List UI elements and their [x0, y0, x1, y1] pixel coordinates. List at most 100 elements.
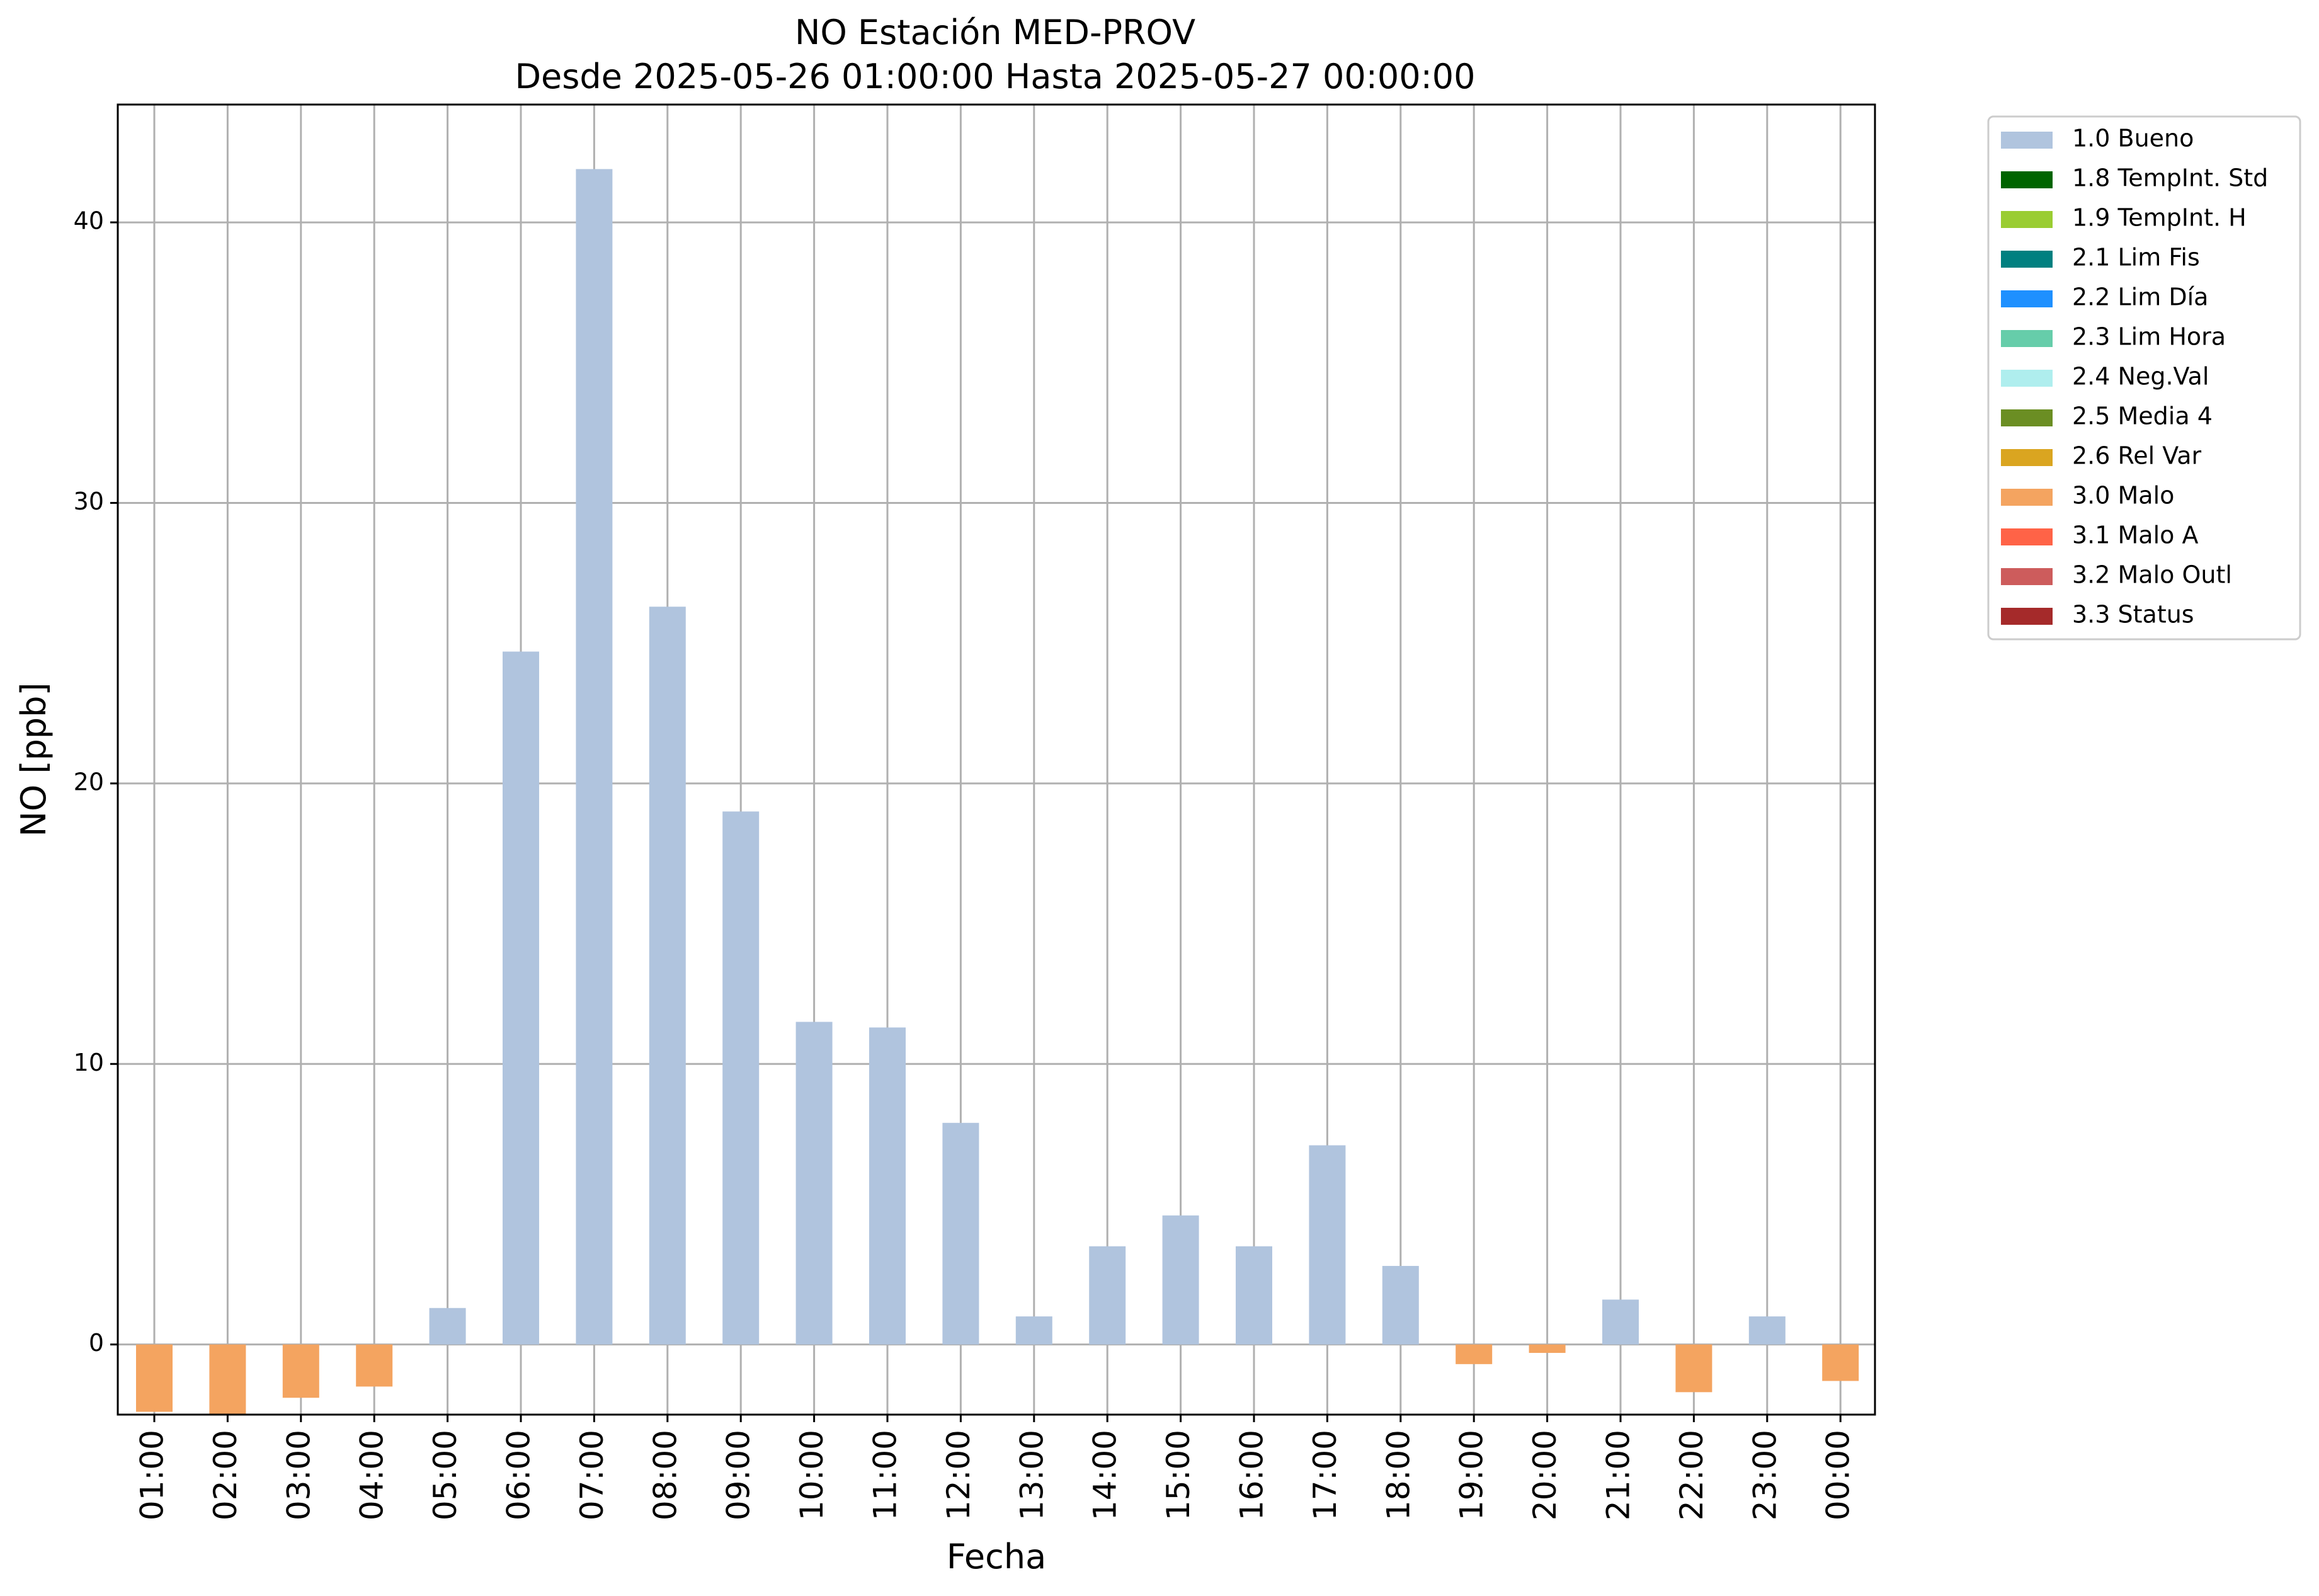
legend-label: 2.6 Rel Var	[2072, 442, 2202, 470]
legend-label: 3.2 Malo Outl	[2072, 561, 2232, 589]
legend-swatch	[2001, 330, 2053, 347]
x-tick-label: 09:00	[721, 1430, 757, 1520]
legend-label: 2.5 Media 4	[2072, 402, 2213, 430]
legend-swatch	[2001, 568, 2053, 585]
x-tick-label: 10:00	[794, 1430, 830, 1520]
x-tick-label: 13:00	[1013, 1430, 1050, 1520]
chart-subtitle: Desde 2025-05-26 01:00:00 Hasta 2025-05-…	[515, 57, 1475, 96]
bar-2000	[1529, 1344, 1566, 1354]
x-tick-label: 14:00	[1087, 1430, 1124, 1520]
bar-0700	[576, 169, 613, 1345]
bar-0000	[1822, 1344, 1859, 1381]
legend-frame	[1987, 115, 2301, 641]
plot-frame	[117, 103, 1876, 1416]
bar-1900	[1456, 1344, 1493, 1364]
legend-swatch	[2001, 132, 2053, 149]
x-tick-label: 23:00	[1746, 1430, 1783, 1520]
x-tick-label: 22:00	[1673, 1430, 1710, 1520]
legend-label: 1.0 Bueno	[2072, 125, 2194, 152]
bar-1200	[942, 1122, 979, 1345]
bar-1800	[1382, 1265, 1419, 1345]
legend-swatch	[2001, 171, 2053, 188]
x-tick-label: 02:00	[207, 1430, 244, 1520]
x-tick-label: 16:00	[1234, 1430, 1270, 1520]
legend-item: 2.5 Media 4	[2001, 402, 2213, 430]
plot-area	[117, 103, 1876, 1416]
legend-item: 3.3 Status	[2001, 601, 2194, 629]
bar-1700	[1309, 1145, 1346, 1345]
y-axis-label: NO [ppb]	[14, 682, 54, 836]
x-tick-label: 00:00	[1820, 1430, 1857, 1520]
bar-0800	[649, 607, 686, 1345]
y-tick-label: 30	[74, 487, 104, 515]
legend-swatch	[2001, 608, 2053, 625]
legend-swatch	[2001, 211, 2053, 228]
legend-item: 2.3 Lim Hora	[2001, 323, 2226, 351]
bar-1400	[1089, 1246, 1126, 1345]
legend-label: 1.8 TempInt. Std	[2072, 164, 2268, 192]
bars	[136, 169, 1859, 1415]
x-tick-label: 21:00	[1600, 1430, 1637, 1520]
x-tick-label: 04:00	[354, 1430, 390, 1520]
legend-swatch	[2001, 409, 2053, 426]
x-tick-label: 19:00	[1454, 1430, 1490, 1520]
x-gridlines	[153, 105, 1842, 1415]
legend-item: 2.4 Neg.Val	[2001, 363, 2209, 390]
bar-0400	[356, 1344, 393, 1387]
y-tick-label: 10	[74, 1049, 104, 1076]
bar-1500	[1162, 1215, 1199, 1345]
y-gridlines	[118, 221, 1875, 1346]
legend-item: 2.1 Lim Fis	[2001, 244, 2200, 271]
bar-0500	[429, 1308, 466, 1345]
x-tick-label: 08:00	[647, 1430, 683, 1520]
x-tick-label: 15:00	[1160, 1430, 1197, 1520]
bar-0100	[136, 1344, 173, 1412]
legend-label: 2.2 Lim Día	[2072, 283, 2208, 311]
bar-0300	[282, 1344, 319, 1398]
x-tick-label: 20:00	[1527, 1430, 1563, 1520]
legend-item: 2.2 Lim Día	[2001, 283, 2208, 311]
y-tick-label: 0	[89, 1329, 104, 1357]
chart-title: NO Estación MED-PROV	[795, 13, 1195, 52]
legend-swatch	[2001, 251, 2053, 268]
legend-label: 3.3 Status	[2072, 601, 2194, 629]
y-tick-label: 20	[74, 768, 104, 795]
y-axis-ticks: 0 10 20 30 40	[74, 207, 118, 1357]
legend-item: 1.0 Bueno	[2001, 125, 2194, 152]
x-tick-label: 11:00	[867, 1430, 904, 1520]
bar-2300	[1748, 1316, 1786, 1345]
x-tick-label: 12:00	[940, 1430, 977, 1520]
x-tick-label: 05:00	[427, 1430, 464, 1520]
legend-item: 2.6 Rel Var	[2001, 442, 2202, 470]
legend-item: 1.8 TempInt. Std	[2001, 164, 2268, 192]
legend: 1.0 Bueno 1.8 TempInt. Std 1.9 TempInt. H 2…	[1987, 115, 2301, 641]
x-axis-label: Fecha	[947, 1537, 1046, 1576]
legend-item: 3.1 Malo A	[2001, 522, 2198, 549]
bar-1100	[869, 1027, 906, 1345]
bar-1600	[1236, 1246, 1272, 1345]
x-tick-label: 01:00	[134, 1430, 171, 1520]
x-tick-label: 18:00	[1380, 1430, 1416, 1520]
x-tick-label: 07:00	[574, 1430, 610, 1520]
legend-label: 2.3 Lim Hora	[2072, 323, 2226, 351]
x-tick-label: 06:00	[501, 1430, 537, 1520]
bar-1000	[795, 1022, 833, 1345]
bar-0600	[503, 651, 539, 1345]
legend-label: 3.0 Malo	[2072, 482, 2174, 510]
legend-swatch	[2001, 449, 2053, 466]
legend-swatch	[2001, 528, 2053, 545]
bar-2200	[1675, 1344, 1712, 1393]
y-tick-label: 40	[74, 207, 104, 235]
legend-label: 2.4 Neg.Val	[2072, 363, 2209, 390]
legend-swatch	[2001, 489, 2053, 506]
bar-0200	[209, 1344, 246, 1415]
bar-0900	[722, 811, 760, 1345]
plot-background	[118, 105, 1875, 1415]
x-tick-label: 03:00	[280, 1430, 317, 1520]
legend-item: 3.0 Malo	[2001, 482, 2174, 510]
bar-2100	[1602, 1299, 1639, 1345]
legend-items: 1.0 Bueno 1.8 TempInt. Std 1.9 TempInt. H 2…	[2001, 125, 2268, 629]
legend-swatch	[2001, 290, 2053, 307]
bar-1300	[1015, 1316, 1052, 1345]
